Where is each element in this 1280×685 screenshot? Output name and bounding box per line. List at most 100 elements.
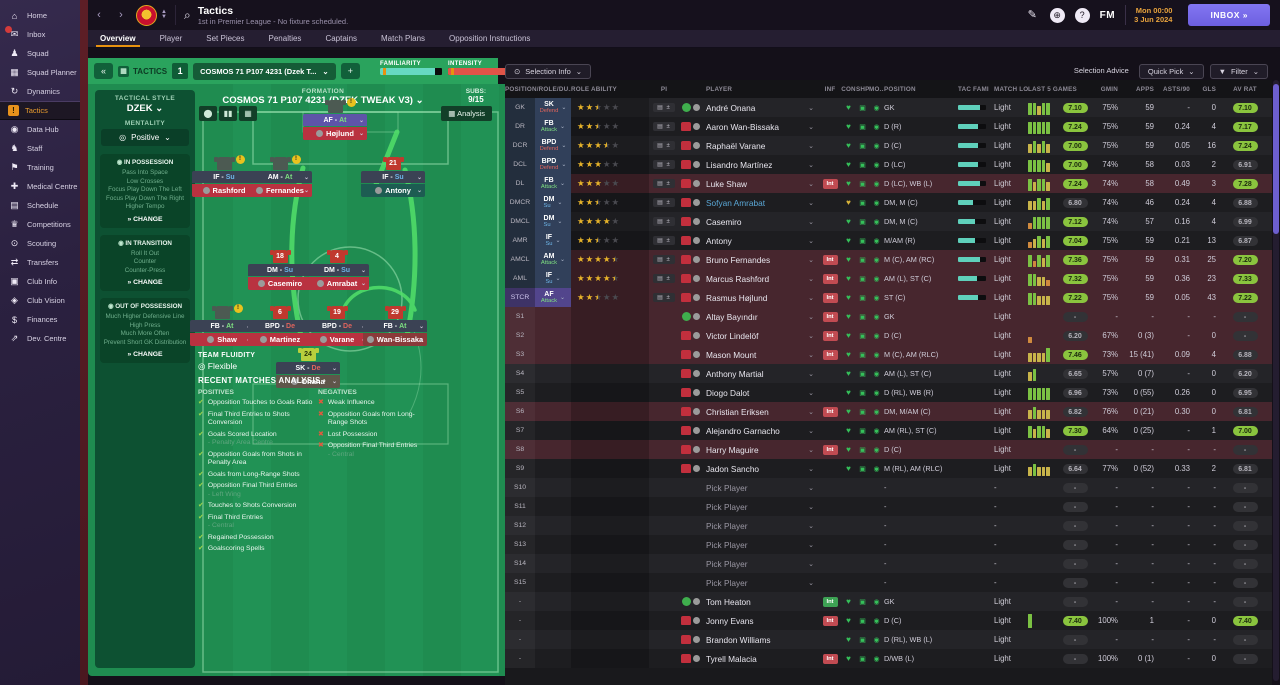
stats-view-button[interactable]: ▮▮ [219,106,237,121]
chevron-down-icon[interactable]: ⌄ [808,351,814,359]
pitch-player-fernandes[interactable]: ! AM - At ⌄ Fernandes ⌄ [248,155,312,197]
pitch-player-shaw[interactable]: ! FB - At⌄Shaw⌄ [190,304,254,346]
chevron-down-icon[interactable]: ⌄ [808,180,814,188]
column-header[interactable]: PI [660,85,668,93]
chevron-down-icon[interactable]: ⌄ [808,275,814,283]
column-header[interactable]: POSITION [884,85,916,93]
player-instructions-button[interactable]: ▤ ± [653,103,675,112]
player-instructions-button[interactable]: ▤ ± [653,160,675,169]
chevron-down-icon[interactable]: ⌄ [808,237,814,245]
tab-captains[interactable]: Captains [325,34,358,43]
player-name[interactable]: Pick Player [706,482,748,493]
chevron-down-icon[interactable]: ⌄ [808,332,814,340]
player-selector[interactable]: Fernandes ⌄ [248,184,312,197]
sidebar-item-data-hub[interactable]: ◉ Data Hub [0,120,80,139]
chevron-down-icon[interactable]: ⌄ [808,465,814,473]
column-header[interactable]: LAST 5 GAMES [1028,85,1077,93]
squad-row[interactable]: S1 Altay Bayındır ⌄ Int ♥ ▣ ◉ GK Light - - - - - - [505,307,1272,326]
player-selector[interactable]: Antony ⌄ [361,184,425,197]
kit-view-button[interactable]: ⬤ [199,106,217,121]
player-name[interactable]: Lisandro Martínez [706,159,773,170]
player-selector[interactable]: Rashford⌄ [192,184,256,197]
chevron-down-icon[interactable]: ⌄ [808,370,814,378]
pitch-player-rashford[interactable]: ! IF - Su⌄Rashford⌄ [192,155,256,197]
sidebar-item-scouting[interactable]: ⊙ Scouting [0,234,80,253]
player-name[interactable]: Tom Heaton [706,596,751,607]
column-header[interactable]: MATCH LOAD [994,85,1028,93]
player-name[interactable]: Pick Player [706,577,748,588]
player-selector[interactable]: Amrabat ⌄ [305,277,369,290]
tactic-selector-dropdown[interactable]: COSMOS 71 P107 4231 (Dzek T... ⌄ [193,62,336,80]
selection-advice-button[interactable]: Selection Advice [1073,65,1129,75]
player-name[interactable]: Pick Player [706,539,748,550]
help-icon[interactable]: ? [1074,7,1090,23]
player-name[interactable]: Luke Shaw [706,178,748,189]
player-name[interactable]: Anthony Martial [706,368,764,379]
player-instructions-button[interactable]: ▤ ± [653,293,675,302]
column-header[interactable]: POSITION/ROLE/DU... ▲ [505,85,571,93]
sidebar-item-squad-planner[interactable]: ▦ Squad Planner [0,63,80,82]
formation-dropdown[interactable]: COSMOS 71 P107 4231 (DZEK TWEAK V3) ⌄ [222,95,424,106]
chevron-down-icon[interactable]: ⌄ [808,161,814,169]
chevron-down-icon[interactable]: ⌄ [808,142,814,150]
role-duty-cell[interactable]: AF Attack ⌄ [535,288,571,307]
player-instructions-button[interactable]: ▤ ± [653,141,675,150]
role-duty-cell[interactable]: IF Su ⌄ [535,231,571,250]
squad-row[interactable]: DCL BPD Defend ⌄ ★ ★ ★ ★ ★ ▤ ± Lisandro Martínez ⌄ ♥… [505,155,1272,174]
player-selector[interactable]: Martinez⌄ [248,333,312,346]
pitch-player-amrabat[interactable]: 4 DM - Su ⌄ Amrabat ⌄ [305,250,369,290]
player-name[interactable]: Jonny Evans [706,615,754,626]
sidebar-item-dev-centre[interactable]: ⇗ Dev. Centre [0,329,80,348]
role-duty-cell[interactable]: FB Attack ⌄ [535,174,571,193]
sidebar-item-staff[interactable]: ♞ Staff [0,139,80,158]
role-duty-cell[interactable]: SK Defend ⌄ [535,98,571,117]
column-header[interactable]: PLAYER [706,85,733,93]
club-crest[interactable] [136,4,157,26]
column-header[interactable]: MO... [869,85,884,93]
player-name[interactable]: Aaron Wan-Bissaka [706,121,780,132]
chevron-down-icon[interactable]: ⌄ [808,522,814,530]
sidebar-item-club-vision[interactable]: ◈ Club Vision [0,291,80,310]
sidebar-item-home[interactable]: ⌂ Home [0,6,80,25]
sidebar-item-competitions[interactable]: ♛ Competitions [0,215,80,234]
collapse-panel-button[interactable]: « [94,63,114,79]
player-name[interactable]: Pick Player [706,558,748,569]
player-instructions-button[interactable]: ▤ ± [653,217,675,226]
squad-row[interactable]: - Tyrell Malacia Int ♥ ▣ ◉ D/WB (L) Light -100% 0… [505,649,1272,668]
selection-info-dropdown[interactable]: ⊙ Selection Info ⌄ [505,63,592,79]
analysis-header[interactable]: RECENT MATCHES ANALYSIS › [198,376,327,385]
player-instructions-button[interactable]: ▤ ± [653,122,675,131]
tab-match-plans[interactable]: Match Plans [381,34,426,43]
tactic-slot[interactable]: 1 [172,63,189,79]
sidebar-item-tactics[interactable]: ! Tactics [0,101,80,120]
change-button[interactable]: » CHANGE [127,215,163,223]
chevron-down-icon[interactable]: ⌄ [808,123,814,131]
squad-row[interactable]: S5 Diogo Dalot ⌄ ♥ ▣ ◉ D (RL), WB (R) Light 6.96… [505,383,1272,402]
role-selector[interactable]: DM - Su⌄ [305,264,369,276]
sidebar-item-transfers[interactable]: ⇄ Transfers [0,253,80,272]
chevron-down-icon[interactable]: ⌄ [808,104,814,112]
player-name[interactable]: Sofyan Amrabat [706,197,766,208]
tab-opposition-instructions[interactable]: Opposition Instructions [449,34,531,43]
squad-row[interactable]: S8 Harry Maguire ⌄ Int ♥ ▣ ◉ D (C) Light - - - - - - [505,440,1272,459]
player-selector[interactable]: Højlund ⌄ [303,127,367,140]
sidebar-item-club-info[interactable]: ▣ Club Info [0,272,80,291]
squad-row[interactable]: S13 Pick Player ⌄ - - - - - - - - [505,535,1272,554]
role-selector[interactable]: DM - Su⌄ [248,264,312,276]
player-instructions-button[interactable]: ▤ ± [653,236,675,245]
player-name[interactable]: Pick Player [706,501,748,512]
chevron-down-icon[interactable]: ⌄ [808,389,814,397]
chevron-down-icon[interactable]: ⌄ [808,579,814,587]
chevron-down-icon[interactable]: ⌄ [808,294,814,302]
sidebar-item-finances[interactable]: $ Finances [0,310,80,329]
tab-penalties[interactable]: Penalties [268,34,302,43]
column-header[interactable]: INF [824,85,836,93]
tab-overview[interactable]: Overview [88,30,148,47]
